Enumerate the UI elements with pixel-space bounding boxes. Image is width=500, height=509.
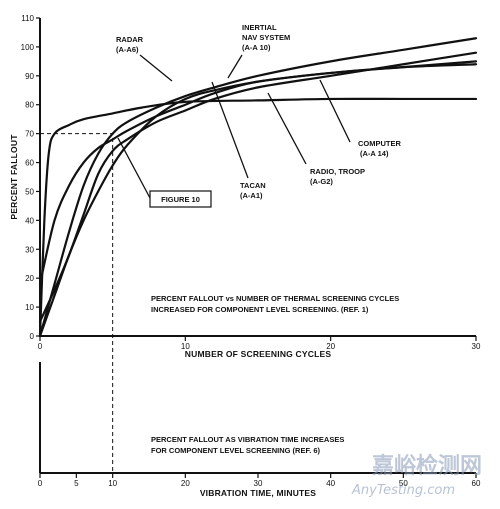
label-inertial-line3: (A-A 10) bbox=[242, 43, 271, 52]
top-y-tick-label: 0 bbox=[30, 332, 35, 341]
top-y-axis-title: PERCENT FALLOUT bbox=[9, 134, 19, 220]
label-computer-line2: (A-A 14) bbox=[360, 149, 389, 158]
bottom-x-tick-label: 30 bbox=[254, 479, 263, 488]
label-radar-line2: (A-A6) bbox=[116, 45, 139, 54]
bottom-x-axis-title: VIBRATION TIME, MINUTES bbox=[200, 488, 316, 498]
bottom-x-ticks: 0 5 10 20 30 40 50 60 bbox=[38, 473, 481, 488]
label-tacan-line1: TACAN bbox=[240, 181, 266, 190]
label-tacan-line2: (A-A1) bbox=[240, 191, 263, 200]
top-y-tick-label: 90 bbox=[25, 72, 34, 81]
top-y-tick-label: 50 bbox=[25, 187, 34, 196]
label-computer-line1: COMPUTER bbox=[358, 139, 402, 148]
top-y-tick-label: 30 bbox=[25, 245, 34, 254]
top-x-tick-label: 20 bbox=[326, 342, 335, 351]
leader-tacan bbox=[211, 81, 249, 179]
watermark-site: AnyTesting.com bbox=[351, 483, 455, 498]
top-x-tick-label: 10 bbox=[181, 342, 190, 351]
top-y-tick-label: 60 bbox=[25, 159, 34, 168]
bottom-x-tick-label: 10 bbox=[108, 479, 117, 488]
label-radio-line1: RADIO, TROOP bbox=[310, 167, 365, 176]
label-radio-line2: (A-G2) bbox=[310, 177, 333, 186]
top-y-tick-label: 20 bbox=[25, 274, 34, 283]
bottom-x-tick-label: 20 bbox=[181, 479, 190, 488]
bottom-axes: 0 5 10 20 30 40 50 60 bbox=[38, 362, 481, 488]
curve-radar bbox=[38, 97, 478, 338]
top-y-tick-label: 80 bbox=[25, 101, 34, 110]
bottom-x-tick-label: 60 bbox=[472, 479, 481, 488]
bottom-x-tick-label: 40 bbox=[326, 479, 335, 488]
curve-inertial-nav bbox=[38, 37, 478, 338]
leader-computer bbox=[319, 79, 351, 143]
top-x-tick-label: 30 bbox=[472, 342, 481, 351]
curve-tacan bbox=[38, 63, 478, 286]
leader-radar bbox=[139, 54, 173, 82]
figure-10-label: FIGURE 10 bbox=[161, 195, 200, 204]
top-x-tick-label: 0 bbox=[38, 342, 43, 351]
bottom-x-tick-label: 50 bbox=[399, 479, 408, 488]
top-y-tick-label: 110 bbox=[21, 14, 34, 23]
bottom-chart-note-line1: PERCENT FALLOUT AS VIBRATION TIME INCREA… bbox=[151, 435, 344, 444]
top-y-tick-label: 10 bbox=[25, 303, 34, 312]
top-y-tick-label: 70 bbox=[25, 130, 34, 139]
leader-figure10 bbox=[117, 137, 151, 199]
series-curves bbox=[38, 37, 478, 338]
label-radar-line1: RADAR bbox=[116, 35, 144, 44]
bottom-x-tick-label: 5 bbox=[74, 479, 79, 488]
label-inertial-line1: INERTIAL bbox=[242, 23, 277, 32]
top-x-axis-title: NUMBER OF SCREENING CYCLES bbox=[185, 349, 332, 359]
bottom-x-tick-label: 0 bbox=[38, 479, 43, 488]
top-chart-note-line1: PERCENT FALLOUT vs NUMBER OF THERMAL SCR… bbox=[151, 294, 399, 303]
leader-inertial bbox=[227, 54, 243, 79]
top-y-tick-label: 100 bbox=[21, 43, 35, 52]
figure-10-box: FIGURE 10 bbox=[149, 190, 212, 208]
curve-radio-troop bbox=[38, 51, 478, 323]
label-inertial-line2: NAV SYSTEM bbox=[242, 33, 290, 42]
bottom-chart-note-line2: FOR COMPONENT LEVEL SCREENING (REF. 6) bbox=[151, 446, 321, 455]
top-y-ticks: 0 10 20 30 40 50 60 70 80 90 100 110 bbox=[21, 14, 40, 341]
leader-radio bbox=[267, 92, 307, 165]
top-chart-note-line2: INCREASED FOR COMPONENT LEVEL SCREENING.… bbox=[151, 305, 369, 314]
watermark-chinese: 嘉峪检测网 bbox=[372, 453, 482, 479]
figure-10-frame bbox=[149, 190, 212, 208]
series-leader-lines bbox=[117, 54, 351, 199]
series-labels: RADAR (A-A6) INERTIAL NAV SYSTEM (A-A 10… bbox=[116, 23, 402, 200]
top-y-tick-label: 40 bbox=[25, 216, 34, 225]
